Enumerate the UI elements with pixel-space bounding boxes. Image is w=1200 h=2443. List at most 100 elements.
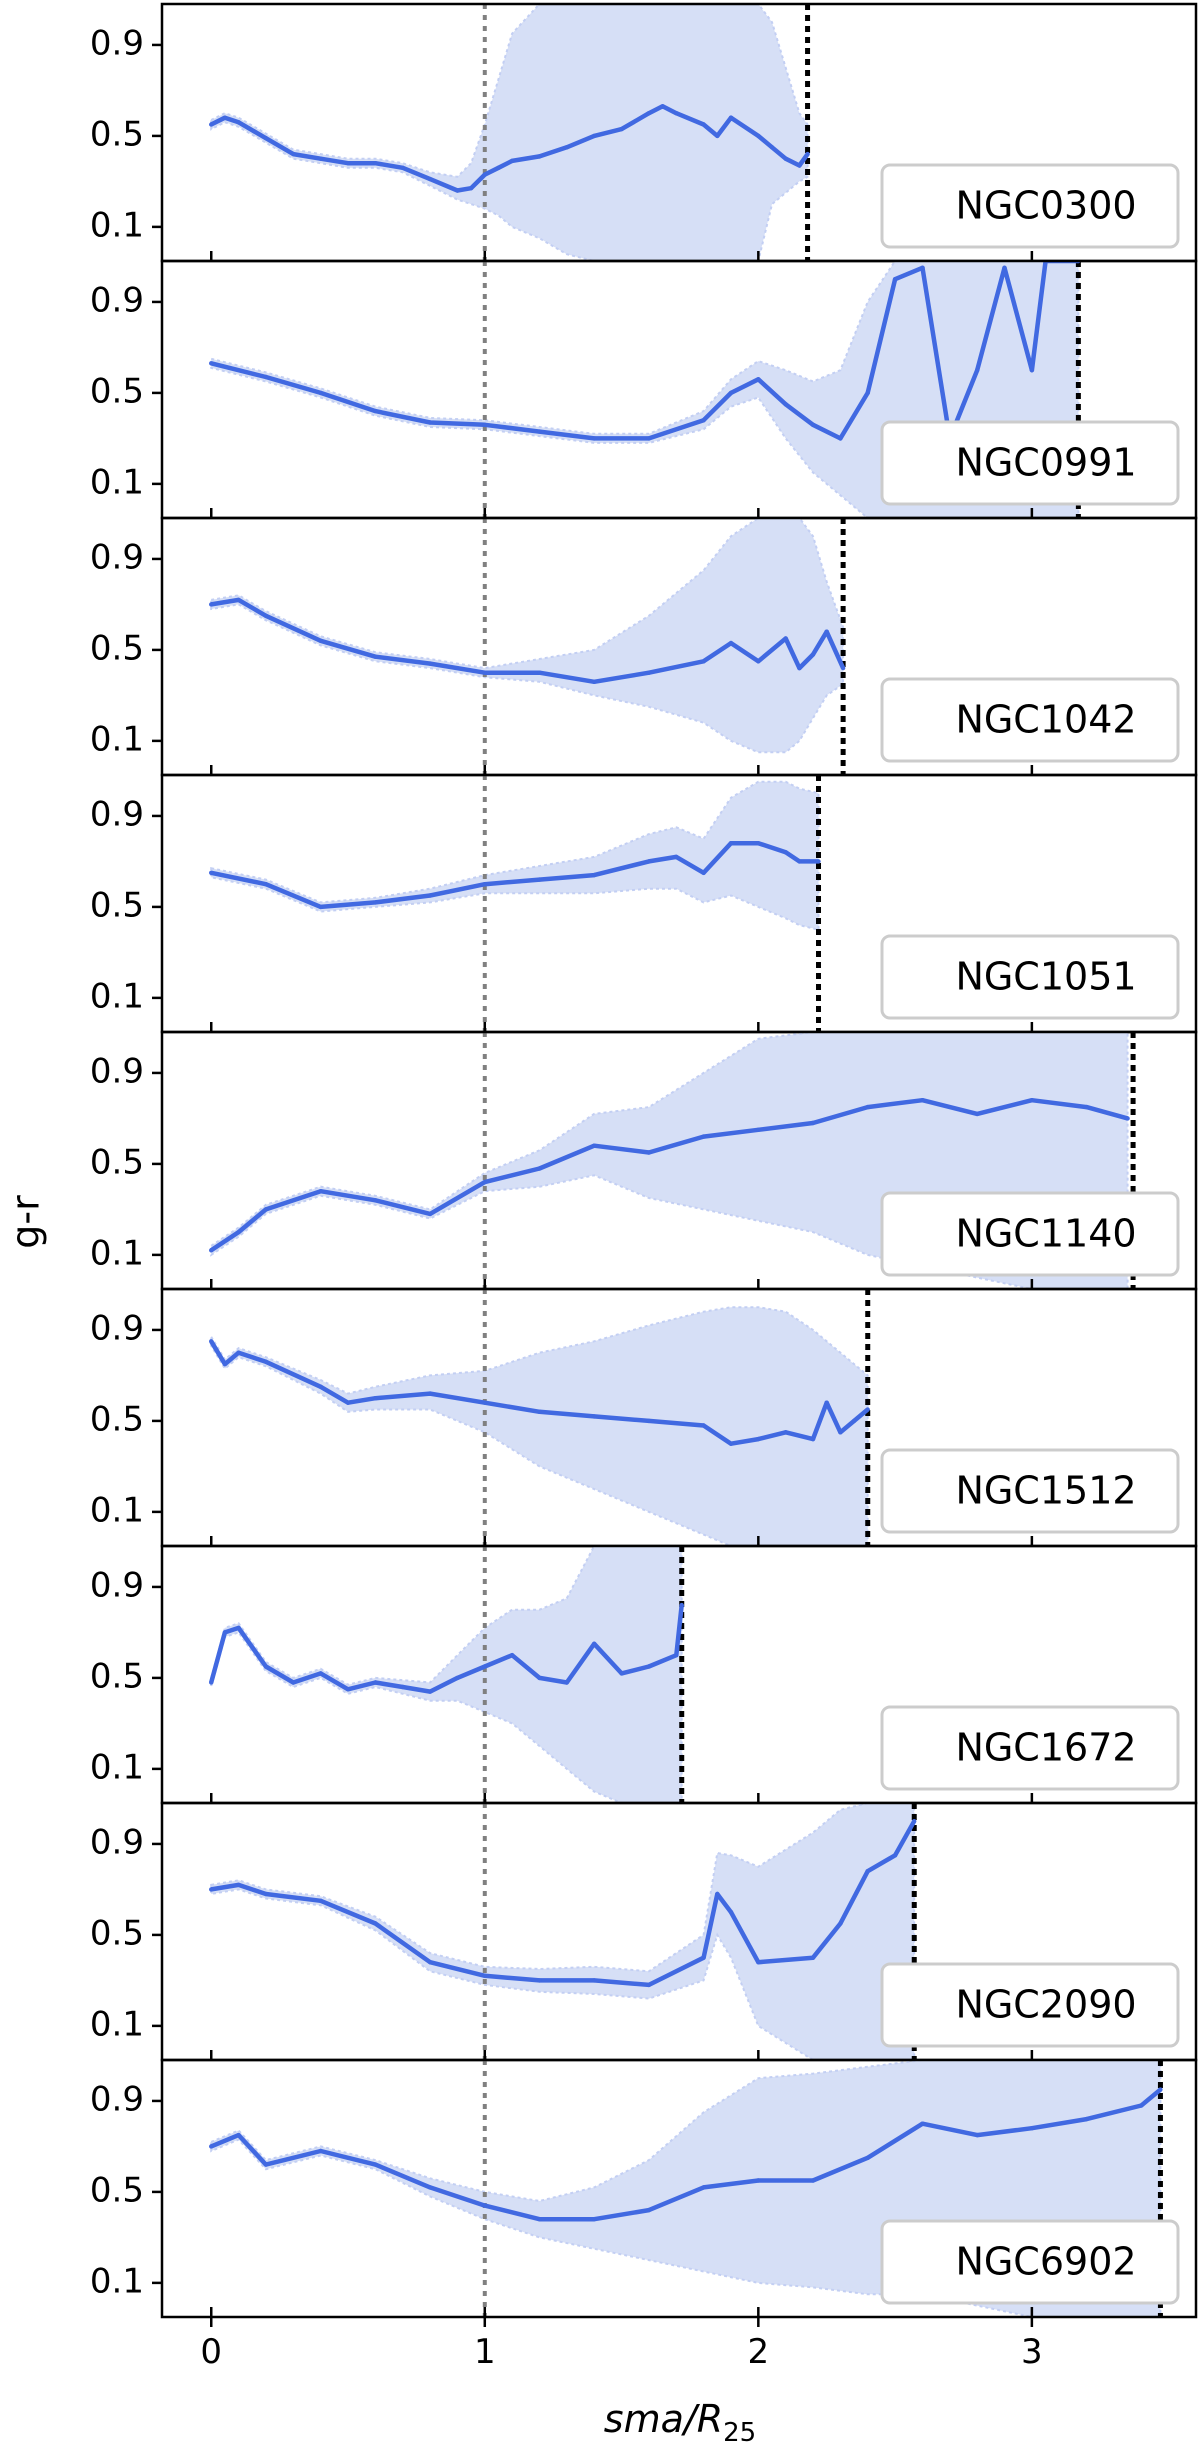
data-point: [756, 659, 761, 664]
series-line: [210, 104, 810, 193]
data-point: [345, 1687, 351, 1692]
series-line: [210, 2087, 1162, 2222]
data-point: [236, 1882, 241, 1888]
legend-box: [880, 934, 1180, 1020]
data-point: [797, 163, 802, 168]
data-point: [222, 1630, 228, 1635]
data-point: [810, 2178, 816, 2183]
legend-label: NGC1140: [955, 1212, 1136, 1256]
data-point: [1029, 1098, 1035, 1103]
data-point: [318, 638, 323, 643]
data-point: [496, 165, 501, 170]
legend-box: [880, 1962, 1180, 2048]
data-point: [263, 1891, 269, 1897]
data-point: [783, 156, 788, 161]
data-point: [427, 1689, 433, 1694]
data-point: [797, 665, 802, 671]
y-axis-label: g-r: [4, 1195, 48, 1249]
y-tick-label: 0.9: [90, 1308, 144, 1348]
data-point: [660, 104, 665, 109]
y-tick-label: 0.1: [90, 1490, 144, 1530]
data-point: [756, 377, 761, 382]
data-point: [373, 1680, 378, 1685]
data-point: [468, 186, 474, 191]
data-point: [345, 1400, 351, 1405]
y-tick-label: 0.9: [90, 794, 144, 834]
data-point: [646, 1418, 652, 1424]
data-point: [975, 2132, 980, 2138]
data-point: [373, 408, 378, 414]
x-tick-label: 0: [200, 2332, 222, 2372]
data-point: [1029, 368, 1035, 373]
data-point: [810, 1955, 816, 1960]
data-point: [756, 2178, 761, 2183]
y-tick-label: 0.1: [90, 462, 144, 502]
data-point: [865, 1407, 870, 1412]
data-point: [701, 1423, 706, 1428]
data-point: [509, 158, 515, 164]
data-point: [291, 1680, 296, 1685]
data-point: [701, 122, 706, 127]
data-point: [920, 1098, 925, 1103]
data-point: [592, 2217, 597, 2222]
data-point: [912, 1819, 917, 1824]
y-tick-label: 0.5: [90, 2170, 144, 2210]
data-point: [1084, 1104, 1089, 1110]
data-point: [701, 870, 706, 875]
data-point: [592, 436, 597, 441]
panel-ngc0991: 0.1 0.5 0.9 NGC0991: [90, 259, 1198, 520]
data-point: [209, 1248, 214, 1253]
data-point: [619, 126, 624, 132]
data-point: [592, 1978, 597, 1983]
data-point: [715, 133, 720, 139]
data-point: [427, 1391, 433, 1396]
panel-ngc1512: 0.1 0.5 0.9 NGC1512: [90, 1287, 1198, 1548]
data-point: [482, 1664, 487, 1669]
data-point: [209, 870, 214, 875]
data-point: [400, 1684, 405, 1690]
y-tick-label: 0.5: [90, 885, 144, 925]
data-point: [783, 402, 788, 407]
y-tick-label: 0.1: [90, 2004, 144, 2044]
x-tick-label: 1: [474, 2332, 496, 2372]
data-point: [537, 670, 542, 675]
data-point: [619, 1671, 624, 1676]
data-point: [756, 841, 761, 846]
y-tick-label: 0.1: [90, 719, 144, 759]
data-point: [482, 1973, 487, 1979]
data-point: [209, 2144, 214, 2149]
data-point: [318, 156, 323, 161]
data-point: [824, 629, 829, 634]
legend-label: NGC1672: [955, 1726, 1136, 1770]
data-point: [1139, 2103, 1144, 2108]
data-point: [482, 172, 487, 177]
legend-label: NGC0991: [955, 441, 1136, 485]
data-point: [701, 2185, 706, 2190]
data-point: [783, 850, 788, 855]
panels-layer: 0.10.50.9NGC03000.10.50.9NGC09910.10.50.…: [90, 2, 1198, 2319]
data-point: [482, 422, 487, 427]
x-tick-label: 3: [1021, 2332, 1043, 2372]
data-point: [427, 176, 433, 182]
y-tick-label: 0.1: [90, 1233, 144, 1273]
data-point: [537, 1978, 542, 1983]
data-point: [805, 151, 810, 157]
data-point: [373, 900, 378, 905]
plot-area: [209, 1546, 685, 1803]
data-point: [222, 115, 228, 120]
data-point: [892, 277, 898, 282]
data-point: [920, 2121, 925, 2126]
data-point: [756, 1127, 761, 1133]
data-point: [810, 422, 816, 427]
data-point: [427, 1211, 433, 1217]
data-point: [701, 659, 706, 664]
data-point: [592, 679, 597, 684]
y-tick-label: 0.5: [90, 371, 144, 411]
data-point: [824, 1400, 829, 1405]
data-point: [592, 1414, 597, 1419]
data-point: [209, 1680, 214, 1685]
data-point: [592, 1641, 597, 1647]
legend-label: NGC1042: [955, 698, 1136, 742]
data-point: [1125, 1116, 1130, 1121]
